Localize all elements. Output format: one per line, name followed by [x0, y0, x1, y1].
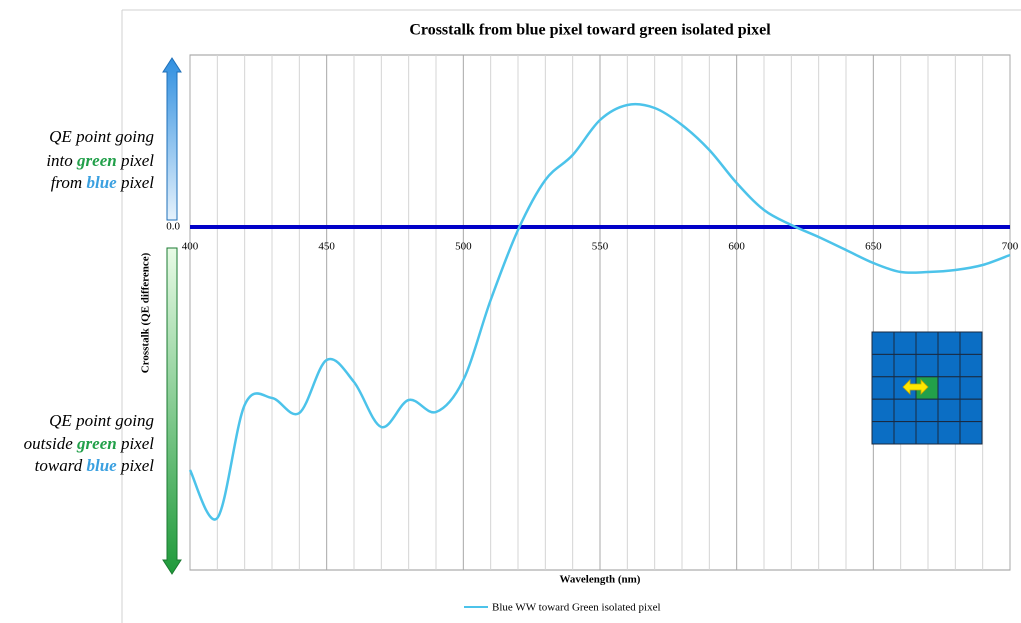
pixel-cell: [915, 398, 939, 423]
annotation-line: into green pixel: [46, 151, 154, 170]
pixel-cell: [937, 331, 961, 355]
pixel-cell: [871, 421, 895, 445]
annotation-part: outside: [24, 434, 77, 453]
annotation-bottom: QE point going outside green pixel towar…: [24, 411, 155, 475]
annotation-part: blue: [86, 456, 117, 475]
down-arrow: [162, 247, 182, 575]
pixel-cell: [937, 353, 961, 378]
pixel-cell: [937, 421, 961, 445]
annotation-part: blue: [86, 173, 117, 192]
y-axis-label: Crosstalk (QE difference): [140, 252, 152, 373]
pixel-cell: [871, 353, 895, 378]
pixel-cell: [915, 331, 939, 355]
annotation-part: into: [46, 151, 77, 170]
pixel-cell: [871, 398, 895, 423]
pixel-cell: [893, 398, 917, 423]
pixel-cell: [937, 376, 961, 400]
annotation-part: pixel: [117, 173, 155, 192]
pixel-cell: [959, 353, 983, 378]
annotation-part: toward: [35, 456, 87, 475]
up-arrow: [162, 57, 182, 221]
pixel-icon: [871, 331, 983, 445]
y-tick-label: 0.0: [166, 221, 180, 233]
annotation-line: toward blue pixel: [35, 456, 155, 475]
double-arrow: [902, 379, 929, 395]
annotation-part: green: [76, 151, 117, 170]
pixel-cell: [959, 421, 983, 445]
annotation-part: pixel: [117, 151, 155, 170]
pixel-cell: [893, 353, 917, 378]
pixel-cell: [915, 353, 939, 378]
pixel-cell: [937, 398, 961, 423]
annotation-line: from blue pixel: [51, 173, 155, 192]
pixel-cell: [893, 331, 917, 355]
x-tick-label: 400: [182, 241, 199, 253]
x-tick-label: 600: [728, 241, 745, 253]
pixel-cell: [871, 376, 895, 400]
annotation-part: pixel: [117, 456, 155, 475]
pixel-cell: [893, 421, 917, 445]
marks: [188, 102, 1011, 521]
x-tick-label: 550: [592, 241, 609, 253]
annotation-part: from: [51, 173, 87, 192]
series-line: [188, 102, 1011, 521]
x-tick-label: 500: [455, 241, 472, 253]
chart-title: Crosstalk from blue pixel toward green i…: [409, 22, 771, 39]
x-axis-label: Wavelength (nm): [560, 574, 641, 586]
annotation-top: QE point going into green pixel from blu…: [46, 127, 154, 192]
pixel-cell: [871, 331, 895, 355]
annotation-part: pixel: [117, 434, 155, 453]
pixel-cell: [915, 421, 939, 445]
x-tick-label: 700: [1002, 241, 1019, 253]
legend-label: Blue WW toward Green isolated pixel: [492, 602, 661, 614]
x-tick-label: 450: [318, 241, 335, 253]
grid: 400 450 500 550 600 650 700 0.0: [166, 55, 1019, 570]
annotation-part: green: [76, 434, 117, 453]
annotation-line: outside green pixel: [24, 434, 155, 453]
pixel-cell: [959, 376, 983, 400]
pixel-cell: [959, 331, 983, 355]
x-tick-label: 650: [865, 241, 882, 253]
annotation-line: QE point going: [49, 411, 154, 430]
pixel-cell: [959, 398, 983, 423]
annotation-line: QE point going: [49, 127, 154, 146]
